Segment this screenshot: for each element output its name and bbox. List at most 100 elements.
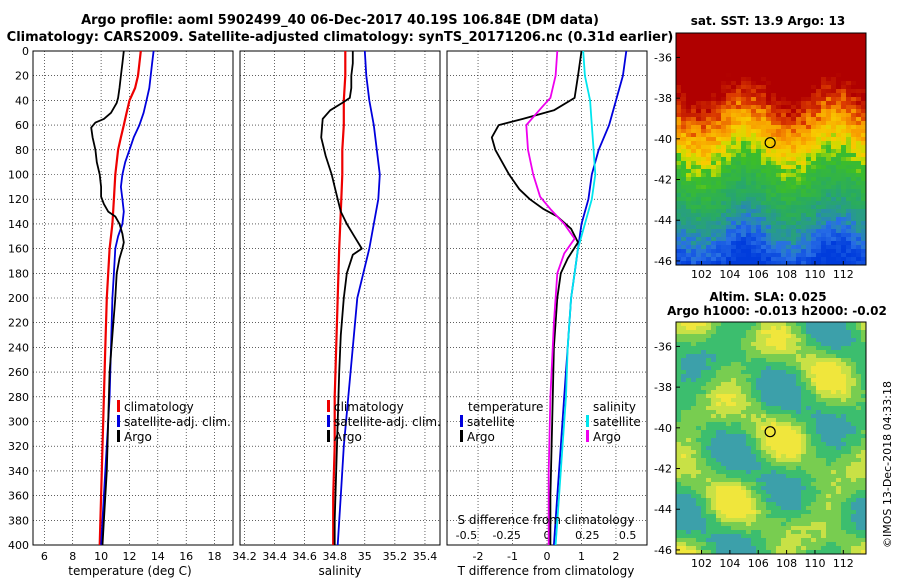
sla-pixel [851, 362, 856, 366]
sst-pixel [861, 117, 866, 121]
sla-pixel [851, 342, 856, 346]
sla-pixel [791, 498, 796, 502]
sla-pixel [706, 382, 711, 386]
sla-pixel [791, 334, 796, 338]
sla-pixel [691, 326, 696, 330]
sst-pixel [821, 49, 826, 53]
sst-pixel [786, 85, 791, 89]
sst-pixel [786, 153, 791, 157]
sla-pixel [851, 498, 856, 502]
sla-pixel [676, 478, 681, 482]
sst-pixel [791, 157, 796, 161]
sst-pixel [731, 101, 736, 105]
sla-pixel [831, 438, 836, 442]
sla-pixel [841, 442, 846, 446]
sla-pixel [841, 322, 846, 326]
sst-pixel [706, 133, 711, 137]
sla-pixel [696, 422, 701, 426]
sla-pixel [781, 530, 786, 534]
sst-pixel [726, 73, 731, 77]
sst-pixel [686, 129, 691, 133]
sla-pixel [731, 462, 736, 466]
sst-pixel [686, 241, 691, 245]
sla-pixel [791, 470, 796, 474]
sla-pixel [721, 370, 726, 374]
sst-pixel [701, 173, 706, 177]
sla-pixel [731, 518, 736, 522]
sst-pixel [856, 45, 861, 49]
sla-pixel [676, 530, 681, 534]
sla-pixel [851, 338, 856, 342]
sst-pixel [786, 65, 791, 69]
sla-pixel [691, 494, 696, 498]
sla-pixel [701, 378, 706, 382]
sla-pixel [776, 498, 781, 502]
sla-map-title-1: Altim. SLA: 0.025 [709, 290, 826, 304]
sla-pixel [856, 378, 861, 382]
sla-pixel [731, 478, 736, 482]
sst-pixel [751, 217, 756, 221]
sla-pixel [726, 334, 731, 338]
sst-pixel [856, 113, 861, 117]
sla-pixel [856, 474, 861, 478]
sst-pixel [796, 241, 801, 245]
salinity-climatology-line [332, 51, 347, 545]
sst-pixel [756, 241, 761, 245]
sst-pixel [791, 113, 796, 117]
sst-pixel [676, 37, 681, 41]
sst-pixel [701, 145, 706, 149]
sla-pixel [821, 334, 826, 338]
sst-pixel [776, 197, 781, 201]
sla-pixel [741, 414, 746, 418]
sla-pixel [791, 486, 796, 490]
sst-pixel [696, 69, 701, 73]
sst-pixel [776, 141, 781, 145]
sla-pixel [796, 362, 801, 366]
sst-pixel [756, 157, 761, 161]
sst-pixel [686, 197, 691, 201]
sst-pixel [856, 165, 861, 169]
sla-pixel [686, 454, 691, 458]
sla-pixel [751, 462, 756, 466]
sst-pixel [751, 133, 756, 137]
sst-pixel [801, 89, 806, 93]
sla-pixel [686, 370, 691, 374]
sla-pixel [811, 542, 816, 546]
sst-pixel [776, 109, 781, 113]
sla-pixel [781, 414, 786, 418]
sst-pixel [826, 105, 831, 109]
sla-pixel [831, 354, 836, 358]
sst-pixel [766, 49, 771, 53]
sst-pixel [676, 41, 681, 45]
sla-pixel [706, 462, 711, 466]
sla-pixel [756, 482, 761, 486]
sst-pixel [731, 61, 736, 65]
sla-pixel [761, 522, 766, 526]
sla-pixel [841, 526, 846, 530]
sla-pixel [816, 346, 821, 350]
sst-pixel [721, 81, 726, 85]
sst-pixel [851, 81, 856, 85]
sst-pixel [821, 209, 826, 213]
sla-pixel [761, 538, 766, 542]
sla-pixel [856, 446, 861, 450]
sla-pixel [776, 330, 781, 334]
sla-pixel [751, 346, 756, 350]
sst-pixel [726, 85, 731, 89]
sst-pixel [746, 125, 751, 129]
sla-pixel [686, 502, 691, 506]
sst-pixel [711, 145, 716, 149]
sla-pixel [781, 466, 786, 470]
sla-pixel [796, 410, 801, 414]
sla-pixel [746, 538, 751, 542]
legend-swatch-satellite [117, 415, 120, 427]
sst-pixel [801, 193, 806, 197]
sst-pixel [836, 253, 841, 257]
sla-pixel [706, 394, 711, 398]
sla-pixel [831, 382, 836, 386]
sla-pixel [801, 542, 806, 546]
sla-pixel [826, 550, 831, 554]
sst-pixel [821, 57, 826, 61]
sla-pixel [856, 410, 861, 414]
sst-pixel [811, 145, 816, 149]
